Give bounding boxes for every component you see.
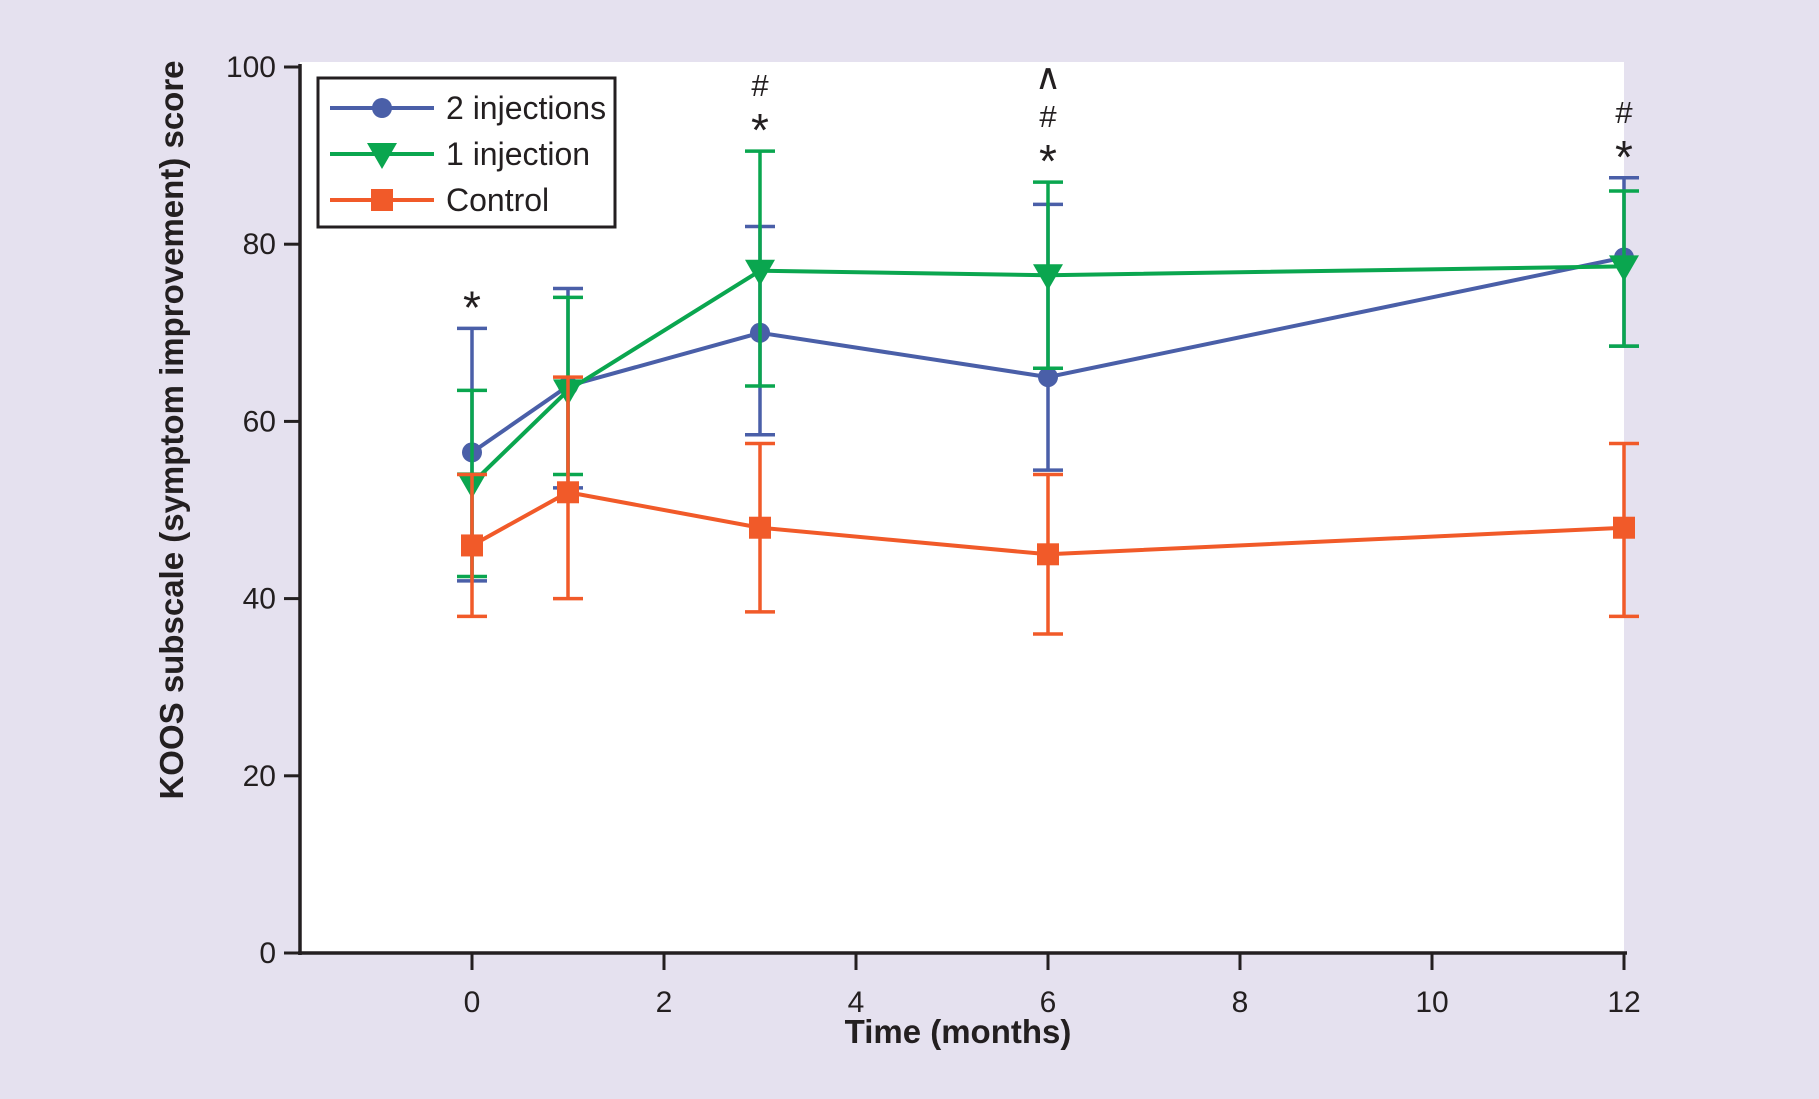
x-tick-label: 10 bbox=[1415, 986, 1448, 1019]
y-tick-label: 80 bbox=[243, 228, 276, 261]
circle-marker-2-injections bbox=[1038, 367, 1058, 388]
square-marker-control bbox=[557, 481, 579, 504]
annotation-asterisk: * bbox=[751, 104, 769, 156]
annotation-hash: # bbox=[1615, 95, 1633, 130]
legend-box bbox=[316, 76, 617, 229]
annotation-asterisk: * bbox=[463, 281, 481, 333]
triangle-down-marker-1-injection bbox=[745, 259, 775, 286]
x-tick-label: 8 bbox=[1232, 986, 1249, 1019]
legend-label-control: Control bbox=[446, 182, 549, 218]
legend-label-1-injection: 1 injection bbox=[446, 136, 590, 172]
square-marker-control bbox=[749, 516, 771, 539]
legend-label-2-injections: 2 injections bbox=[446, 90, 606, 126]
annotation-asterisk: * bbox=[1039, 135, 1057, 187]
square-marker-control bbox=[461, 534, 483, 557]
legend-marker-control bbox=[371, 189, 393, 211]
x-axis-title: Time (months) bbox=[844, 1013, 1072, 1050]
x-tick-label: 12 bbox=[1607, 986, 1640, 1019]
y-axis-title: KOOS subscale (symptom improvement) scor… bbox=[153, 60, 190, 800]
x-tick-label: 0 bbox=[464, 986, 481, 1019]
y-tick-label: 0 bbox=[259, 937, 276, 970]
y-tick-label: 60 bbox=[243, 405, 276, 438]
y-tick-label: 100 bbox=[226, 51, 276, 84]
triangle-down-marker-1-injection bbox=[1609, 255, 1639, 282]
triangle-down-marker-1-injection bbox=[1033, 264, 1063, 291]
square-marker-control bbox=[1037, 543, 1059, 566]
annotation-hash: # bbox=[751, 68, 769, 103]
annotation-hash: # bbox=[1039, 99, 1057, 134]
y-tick-label: 20 bbox=[243, 760, 276, 793]
legend-marker-2-injections bbox=[372, 98, 392, 118]
annotation-caret: ∧ bbox=[1035, 56, 1061, 97]
y-tick-label: 40 bbox=[243, 583, 276, 616]
legend-marker-1-injection bbox=[367, 143, 397, 169]
x-tick-label: 6 bbox=[1040, 986, 1057, 1019]
x-tick-label: 2 bbox=[656, 986, 673, 1019]
annotation-asterisk: * bbox=[1615, 131, 1633, 183]
x-tick-label: 4 bbox=[848, 986, 865, 1019]
square-marker-control bbox=[1613, 516, 1635, 539]
